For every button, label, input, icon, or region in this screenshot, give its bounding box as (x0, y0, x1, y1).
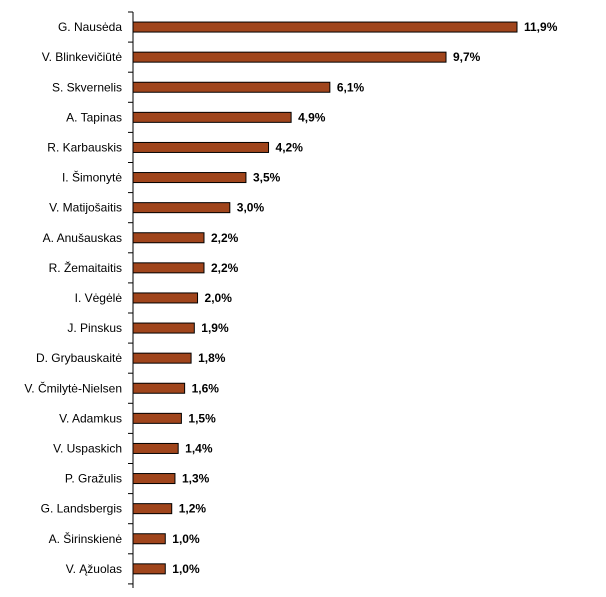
category-label: V. Matijošaitis (49, 201, 122, 215)
value-label: 1,0% (172, 562, 200, 576)
value-label: 1,3% (182, 472, 210, 486)
category-label: S. Skvernelis (52, 80, 122, 94)
bar (132, 21, 518, 33)
bar (132, 382, 186, 394)
category-label: G. Landsbergis (41, 502, 122, 516)
bar (132, 111, 292, 123)
bar (132, 473, 176, 485)
bar (132, 172, 247, 184)
category-label: A. Širinskienė (49, 531, 123, 546)
category-label: V. Čmilytė-Nielsen (24, 380, 122, 395)
category-labels: G. Nausėda V. Blinkevičiūtė S. Skvernelis A… (24, 20, 122, 576)
bar (132, 322, 195, 334)
category-label: D. Grybauskaitė (36, 351, 122, 365)
category-label: I. Vėgėlė (75, 291, 123, 305)
value-label: 4,9% (298, 110, 326, 124)
category-label: R. Žemaitaitis (49, 260, 122, 275)
category-label: R. Karbauskis (47, 140, 122, 154)
bar (132, 141, 270, 153)
bar (132, 262, 205, 274)
category-label: J. Pinskus (67, 321, 122, 335)
bar (132, 51, 447, 63)
category-label: A. Anušauskas (43, 231, 122, 245)
category-label: V. Ąžuolas (66, 562, 122, 576)
bars (132, 21, 518, 575)
value-label: 9,7% (453, 50, 481, 64)
bar (132, 232, 205, 244)
value-label: 6,1% (337, 80, 365, 94)
value-label: 4,2% (276, 140, 304, 154)
value-label: 2,2% (211, 261, 239, 275)
bar (132, 563, 166, 575)
category-label: G. Nausėda (58, 20, 122, 34)
value-label: 11,9% (524, 20, 558, 34)
category-label: V. Adamkus (59, 411, 122, 425)
value-label: 1,4% (185, 441, 213, 455)
bar (132, 442, 179, 454)
bar (132, 81, 331, 93)
bar (132, 503, 173, 515)
category-label: I. Šimonytė (62, 170, 122, 185)
value-label: 2,2% (211, 231, 239, 245)
bar (132, 412, 182, 424)
value-label: 1,5% (188, 411, 216, 425)
value-label: 3,0% (237, 201, 265, 215)
category-label: V. Uspaskich (53, 441, 122, 455)
bar (132, 352, 192, 364)
category-label: P. Gražulis (65, 472, 122, 486)
category-label: V. Blinkevičiūtė (42, 50, 123, 64)
value-labels: 11,9% 9,7% 6,1% 4,9% 4,2% 3,5% 3,0% 2,2% 2,2% 2,0… (172, 20, 557, 576)
bar (132, 533, 166, 545)
value-label: 1,8% (198, 351, 226, 365)
axis-ticks (128, 11, 133, 585)
bar (132, 202, 231, 214)
value-label: 3,5% (253, 171, 281, 185)
value-label: 2,0% (205, 291, 233, 305)
value-label: 1,6% (192, 381, 220, 395)
value-label: 1,0% (172, 532, 200, 546)
value-label: 1,9% (201, 321, 229, 335)
category-label: A. Tapinas (66, 110, 122, 124)
value-label: 1,2% (179, 502, 207, 516)
bar (132, 292, 199, 304)
